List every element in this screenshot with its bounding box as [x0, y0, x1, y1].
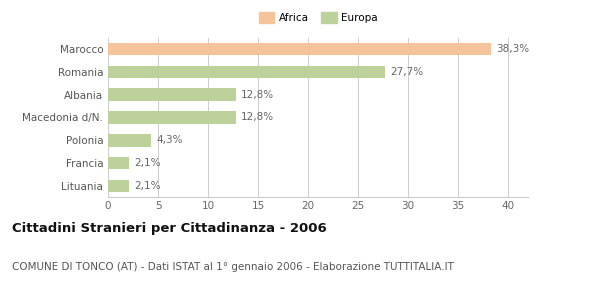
Bar — [108, 157, 129, 169]
Bar — [108, 66, 385, 78]
Text: 2,1%: 2,1% — [134, 158, 161, 168]
Text: 38,3%: 38,3% — [496, 44, 529, 54]
Bar — [108, 134, 151, 146]
Bar — [108, 88, 236, 101]
Text: 2,1%: 2,1% — [134, 181, 161, 191]
Bar — [108, 43, 491, 55]
Bar — [108, 180, 129, 192]
Text: 12,8%: 12,8% — [241, 90, 274, 100]
Legend: Africa, Europa: Africa, Europa — [254, 8, 382, 27]
Bar — [108, 111, 236, 124]
Text: 27,7%: 27,7% — [390, 67, 423, 77]
Text: COMUNE DI TONCO (AT) - Dati ISTAT al 1° gennaio 2006 - Elaborazione TUTTITALIA.I: COMUNE DI TONCO (AT) - Dati ISTAT al 1° … — [12, 262, 454, 272]
Text: 4,3%: 4,3% — [156, 135, 182, 145]
Text: 12,8%: 12,8% — [241, 113, 274, 122]
Text: Cittadini Stranieri per Cittadinanza - 2006: Cittadini Stranieri per Cittadinanza - 2… — [12, 222, 327, 235]
